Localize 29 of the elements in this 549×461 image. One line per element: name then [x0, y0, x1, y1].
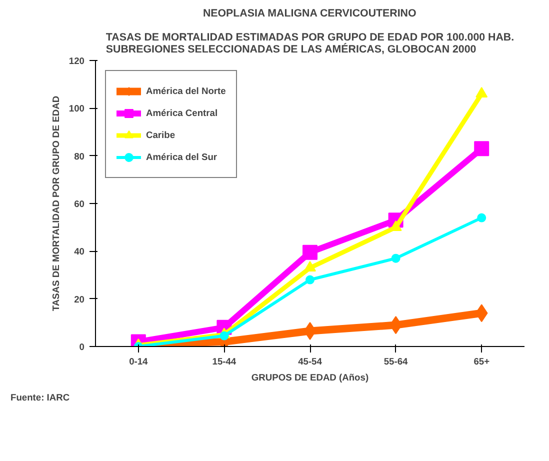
point: [302, 244, 318, 260]
point: [474, 141, 490, 156]
source-note: Fuente: IARC: [10, 392, 70, 402]
x-tick-label: 15-44: [212, 356, 237, 366]
point: [476, 87, 488, 98]
y-tick-label: 40: [74, 246, 85, 257]
point: [304, 261, 316, 272]
x-tick-label: 45-54: [298, 356, 323, 366]
x-tick-label: 65+: [474, 356, 490, 366]
point: [220, 331, 229, 340]
legend-label: América del Sur: [146, 151, 218, 164]
y-tick-label: 80: [74, 151, 85, 162]
legend-label: América del Norte: [146, 85, 226, 98]
y-tick-label: 20: [74, 294, 85, 304]
x-tick-label: 55-64: [384, 356, 409, 366]
x-tick-label: 0-14: [129, 356, 149, 366]
point: [391, 254, 400, 263]
legend-label: América Central: [146, 107, 218, 120]
y-tick-label: 120: [68, 56, 85, 66]
x-axis-title: GRUPOS DE EDAD (Años): [251, 372, 369, 382]
y-tick-label: 60: [74, 199, 85, 209]
y-tick-label: 100: [68, 104, 85, 114]
chart-subtitle: TASAS DE MORTALIDAD ESTIMADAS POR GRUPO DE EDAD POR 100.000 HAB. SUBREGIONES SELECCIONADAS DE LAS AMÉRICAS, GLOBOCAN 2000: [106, 32, 514, 56]
chart-title: NEOPLASIA MALIGNA CERVICOUTERINO: [202, 8, 416, 20]
y-tick-label: 0: [79, 342, 85, 352]
y-axis-title: TASAS DE MORTALIDAD POR GRUPO DE EDAD: [50, 96, 61, 312]
point: [477, 213, 486, 222]
point: [306, 275, 314, 284]
legend-label: Caribe: [146, 129, 176, 142]
